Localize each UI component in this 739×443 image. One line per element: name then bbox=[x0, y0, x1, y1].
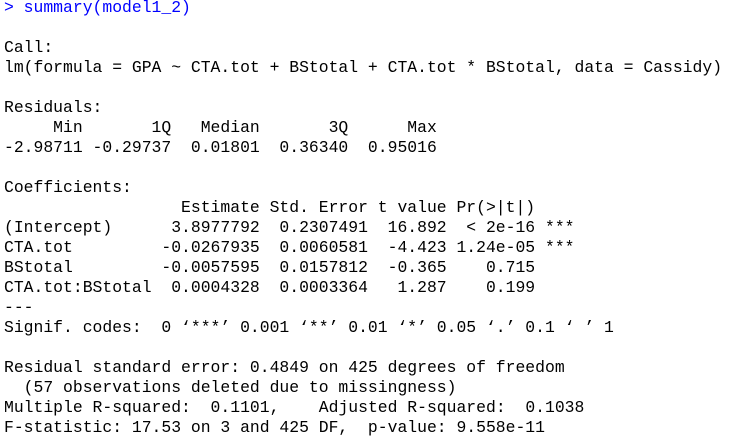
summary-line: Residual standard error: 0.4849 on 425 d… bbox=[4, 358, 565, 377]
coefficient-row: BStotal -0.0057595 0.0157812 -0.365 0.71… bbox=[4, 258, 536, 277]
coefficient-row: CTA.tot:BStotal 0.0004328 0.0003364 1.28… bbox=[4, 278, 536, 297]
summary-line: (57 observations deleted due to missingn… bbox=[4, 378, 457, 397]
summary-line: F-statistic: 17.53 on 3 and 425 DF, p-va… bbox=[4, 418, 545, 437]
coefficients-header: Estimate Std. Error t value Pr(>|t|) bbox=[4, 198, 536, 217]
call-formula: lm(formula = GPA ~ CTA.tot + BStotal + C… bbox=[4, 58, 723, 77]
coefficient-row: CTA.tot -0.0267935 0.0060581 -4.423 1.24… bbox=[4, 238, 575, 257]
residuals-label: Residuals: bbox=[4, 98, 103, 117]
command: > summary(model1_2) bbox=[4, 0, 191, 17]
separator: --- bbox=[4, 298, 34, 317]
coefficients-label: Coefficients: bbox=[4, 178, 132, 197]
call-label: Call: bbox=[4, 38, 54, 57]
summary-line: Multiple R-squared: 0.1101, Adjusted R-s… bbox=[4, 398, 595, 417]
residuals-header: Min 1Q Median 3Q Max bbox=[4, 118, 437, 137]
signif-codes: Signif. codes: 0 ‘***’ 0.001 ‘**’ 0.01 ‘… bbox=[4, 318, 614, 337]
coefficient-row: (Intercept) 3.8977792 0.2307491 16.892 <… bbox=[4, 218, 575, 237]
residuals-values: -2.98711 -0.29737 0.01801 0.36340 0.9501… bbox=[4, 138, 437, 157]
